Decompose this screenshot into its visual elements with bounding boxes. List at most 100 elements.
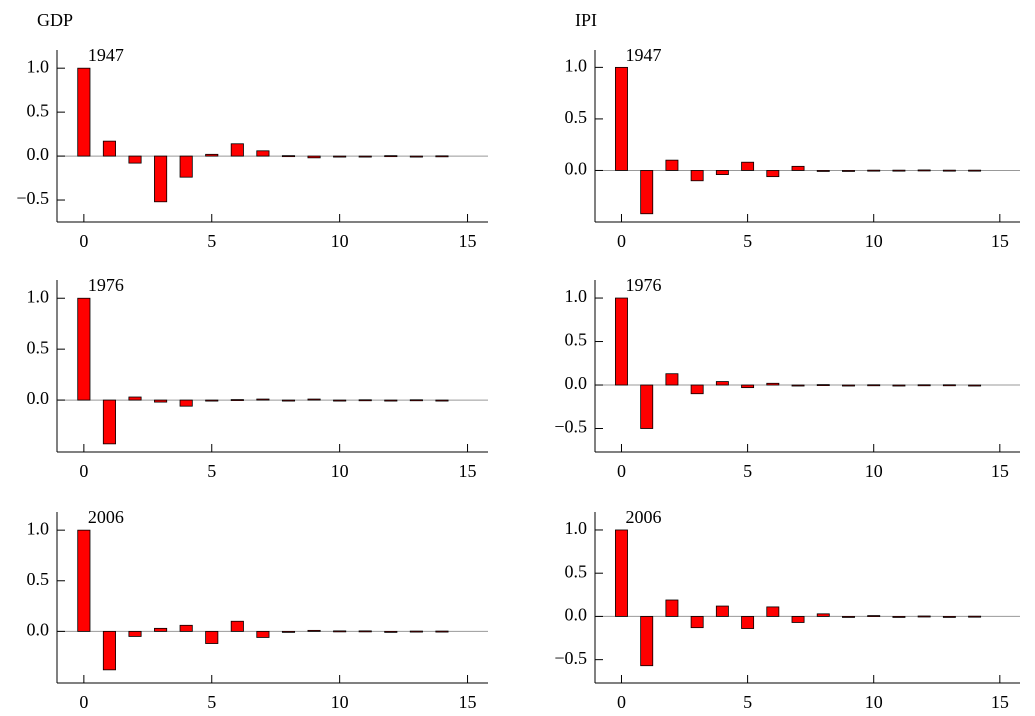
y-tick-label: 0.5 (27, 100, 50, 120)
bar (816, 613, 830, 617)
bar (154, 399, 168, 403)
bar (615, 297, 628, 386)
bar (665, 599, 679, 617)
bar (333, 630, 347, 633)
bar (665, 159, 679, 171)
x-tick-label: 0 (617, 692, 626, 712)
x-tick-label: 5 (743, 692, 752, 712)
bar (791, 384, 805, 387)
panel-annotation: 1947 (625, 45, 661, 65)
y-tick-label: 0.0 (27, 144, 50, 164)
x-tick-label: 15 (459, 461, 477, 481)
bar (640, 384, 654, 429)
bar (615, 66, 628, 171)
x-tick-label: 15 (991, 692, 1009, 712)
y-tick-label: −0.5 (554, 417, 587, 437)
panel-annotation: 2006 (88, 507, 124, 527)
bar (307, 629, 321, 632)
bar (816, 170, 830, 172)
x-tick-label: 0 (617, 461, 626, 481)
bar (77, 529, 91, 632)
bar (256, 630, 270, 638)
bar (942, 169, 956, 172)
bar (690, 616, 704, 629)
bar (409, 630, 423, 633)
y-tick-label: 1.0 (27, 518, 50, 538)
bar (741, 616, 755, 629)
x-tick-label: 15 (991, 461, 1009, 481)
x-tick-label: 10 (331, 692, 349, 712)
bar (409, 155, 423, 158)
bar (333, 399, 347, 402)
panel-annotation: 1976 (88, 275, 124, 295)
bar (358, 155, 372, 158)
bar (741, 384, 755, 389)
x-tick-label: 0 (79, 692, 88, 712)
bar (715, 381, 729, 386)
bar (867, 169, 881, 172)
x-tick-label: 0 (617, 231, 626, 251)
bar (791, 616, 805, 623)
bar (409, 399, 423, 402)
y-tick-label: −0.5 (16, 188, 49, 208)
bar (791, 165, 805, 171)
bar (968, 615, 982, 618)
panel-annotation: 1976 (625, 275, 661, 295)
bar (615, 529, 628, 617)
bar (917, 384, 931, 387)
bar (205, 399, 219, 402)
bar (715, 170, 729, 175)
x-tick-label: 15 (459, 692, 477, 712)
bar (384, 630, 398, 633)
x-tick-label: 15 (459, 231, 477, 251)
x-tick-label: 10 (865, 692, 883, 712)
bar (154, 627, 168, 632)
bar (867, 615, 881, 617)
bar (968, 169, 982, 172)
bar (968, 384, 982, 387)
bar (205, 630, 219, 644)
y-tick-label: 0.0 (27, 620, 50, 640)
bar (102, 399, 116, 445)
bar (816, 384, 830, 386)
panel-annotation: 2006 (625, 507, 661, 527)
panel-title: IPI (575, 10, 597, 30)
bar (741, 161, 755, 171)
bar (715, 605, 729, 617)
y-tick-label: 0.0 (565, 605, 588, 625)
bar (154, 155, 168, 203)
bar (942, 384, 956, 387)
y-tick-label: 1.0 (27, 56, 50, 76)
x-tick-label: 10 (331, 461, 349, 481)
x-tick-label: 5 (207, 692, 216, 712)
bar (307, 398, 321, 401)
bar (766, 606, 780, 617)
bar (435, 399, 449, 402)
x-tick-label: 15 (991, 231, 1009, 251)
bar (256, 150, 270, 157)
bar (690, 384, 704, 395)
x-tick-label: 10 (331, 231, 349, 251)
x-tick-label: 10 (865, 231, 883, 251)
bar (77, 67, 91, 157)
bar (230, 399, 244, 401)
x-tick-label: 5 (207, 461, 216, 481)
x-tick-label: 0 (79, 461, 88, 481)
bar (333, 155, 347, 158)
bar (892, 384, 906, 387)
y-tick-label: 0.5 (27, 569, 50, 589)
x-tick-label: 0 (79, 231, 88, 251)
bar (766, 382, 780, 386)
bar (690, 170, 704, 182)
x-tick-label: 10 (865, 461, 883, 481)
bar (102, 630, 116, 671)
y-tick-label: 0.0 (27, 388, 50, 408)
bar (435, 630, 449, 633)
bar (766, 170, 780, 178)
bar (179, 155, 193, 178)
bar (842, 384, 855, 387)
panel-annotation: 1947 (88, 45, 124, 65)
bar (128, 155, 142, 164)
bar (179, 399, 193, 407)
